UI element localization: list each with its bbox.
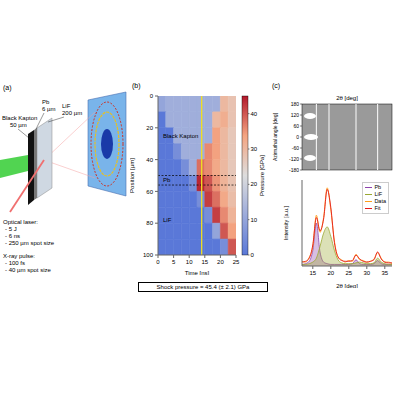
svg-text:25: 25 bbox=[345, 270, 352, 276]
svg-text:40: 40 bbox=[146, 157, 153, 163]
svg-text:10: 10 bbox=[186, 259, 193, 265]
svg-text:30: 30 bbox=[363, 270, 370, 276]
svg-text:30: 30 bbox=[251, 146, 258, 152]
svg-text:20: 20 bbox=[327, 270, 334, 276]
svg-text:200 µm: 200 µm bbox=[62, 110, 82, 116]
svg-text:15: 15 bbox=[309, 270, 316, 276]
svg-text:(a): (a) bbox=[3, 84, 12, 92]
svg-text:Time [ns]: Time [ns] bbox=[185, 270, 210, 275]
svg-text:- 40 µm spot size: - 40 µm spot size bbox=[5, 267, 51, 273]
svg-text:Pb: Pb bbox=[42, 99, 50, 105]
html-text:(b): (b) bbox=[132, 82, 141, 89]
html-text:LiF: LiF bbox=[374, 191, 382, 197]
svg-text:-60: -60 bbox=[292, 145, 299, 151]
svg-text:5: 5 bbox=[172, 259, 176, 265]
svg-text:Azimuthal angle [deg]: Azimuthal angle [deg] bbox=[272, 112, 278, 161]
svg-text:X-ray pulse:: X-ray pulse: bbox=[3, 253, 35, 259]
svg-text:100: 100 bbox=[143, 252, 154, 258]
html-text:Fit: Fit bbox=[374, 205, 381, 211]
svg-text:0: 0 bbox=[156, 259, 160, 265]
svg-text:20: 20 bbox=[146, 125, 153, 131]
svg-text:15: 15 bbox=[201, 259, 208, 265]
svg-text:120: 120 bbox=[291, 112, 300, 118]
svg-text:20: 20 bbox=[217, 259, 224, 265]
svg-text:LiF: LiF bbox=[163, 217, 172, 223]
svg-text:Intensity [a.u.]: Intensity [a.u.] bbox=[283, 205, 289, 240]
svg-text:- 100 fs: - 100 fs bbox=[5, 260, 25, 266]
svg-text:40: 40 bbox=[251, 111, 258, 117]
svg-text:Pb: Pb bbox=[163, 177, 171, 183]
svg-text:Position [µm]: Position [µm] bbox=[130, 158, 135, 193]
html-text:Data: Data bbox=[374, 198, 386, 204]
svg-text:0: 0 bbox=[251, 252, 255, 258]
svg-text:25: 25 bbox=[233, 259, 240, 265]
svg-text:180: 180 bbox=[291, 101, 300, 107]
html-text:Pb: Pb bbox=[374, 184, 382, 190]
html-text:Shock pressure = 45.4 (± 2.1): Shock pressure = 45.4 (± 2.1) GPa bbox=[156, 284, 250, 290]
svg-text:Black Kapton: Black Kapton bbox=[2, 115, 37, 121]
svg-text:Pressure [GPa]: Pressure [GPa] bbox=[259, 155, 265, 196]
svg-text:-120: -120 bbox=[289, 156, 299, 162]
svg-text:6 µm: 6 µm bbox=[42, 106, 55, 112]
svg-text:- 250 µm spot size: - 250 µm spot size bbox=[5, 240, 55, 246]
svg-text:0: 0 bbox=[296, 134, 299, 140]
svg-text:60: 60 bbox=[293, 123, 299, 129]
svg-text:10: 10 bbox=[251, 217, 258, 223]
svg-text:50 µm: 50 µm bbox=[10, 122, 27, 128]
svg-text:2θ [deg]: 2θ [deg] bbox=[336, 283, 358, 288]
svg-text:35: 35 bbox=[381, 270, 388, 276]
html-text:(c): (c) bbox=[272, 82, 281, 89]
svg-text:2θ [deg]: 2θ [deg] bbox=[336, 95, 358, 101]
svg-text:Optical laser:: Optical laser: bbox=[3, 219, 38, 225]
svg-text:- 5 J: - 5 J bbox=[5, 226, 17, 232]
svg-text:60: 60 bbox=[146, 189, 153, 195]
svg-text:LiF: LiF bbox=[62, 103, 71, 109]
svg-text:- 6 ns: - 6 ns bbox=[5, 233, 20, 239]
svg-text:80: 80 bbox=[146, 220, 153, 226]
svg-text:-180: -180 bbox=[289, 167, 299, 173]
svg-text:20: 20 bbox=[251, 181, 258, 187]
svg-text:0: 0 bbox=[150, 93, 154, 99]
svg-text:Black Kapton: Black Kapton bbox=[163, 133, 198, 139]
